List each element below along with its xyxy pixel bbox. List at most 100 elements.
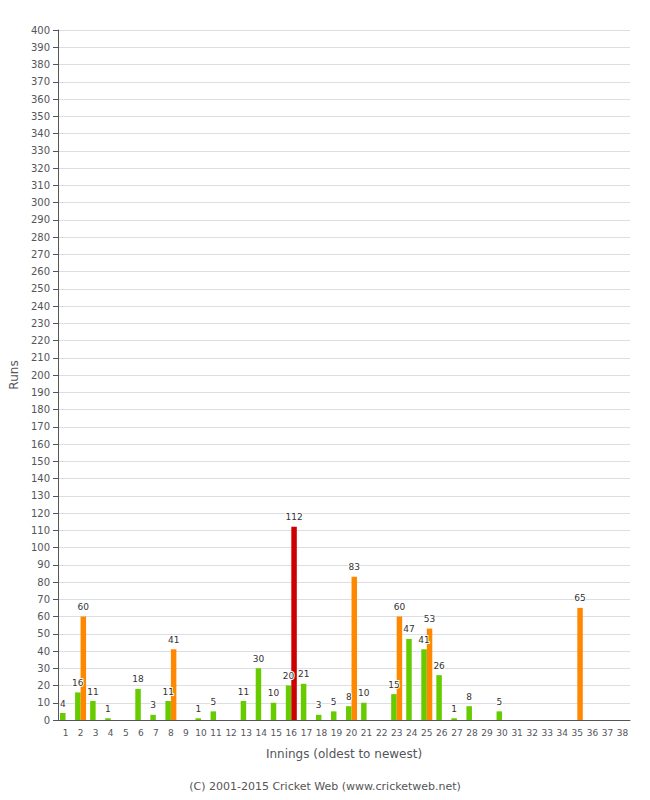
svg-text:350: 350 [31,111,50,122]
svg-text:10: 10 [37,697,50,708]
svg-text:36: 36 [587,728,599,738]
svg-text:(C) 2001-2015 Cricket Web (www: (C) 2001-2015 Cricket Web (www.cricketwe… [189,780,461,793]
svg-text:10: 10 [268,688,280,698]
svg-text:18: 18 [316,728,328,738]
svg-text:30: 30 [253,654,265,664]
svg-text:14: 14 [255,728,267,738]
svg-text:25: 25 [421,728,432,738]
svg-text:12: 12 [225,728,236,738]
svg-text:290: 290 [31,214,50,225]
svg-text:240: 240 [31,301,50,312]
svg-text:15: 15 [388,680,399,690]
svg-text:35: 35 [572,728,583,738]
svg-text:300: 300 [31,197,50,208]
svg-text:320: 320 [31,163,50,174]
svg-text:Innings (oldest to newest): Innings (oldest to newest) [266,747,422,761]
svg-text:260: 260 [31,266,50,277]
svg-text:40: 40 [37,646,50,657]
svg-text:5: 5 [210,697,216,707]
svg-text:26: 26 [433,661,445,671]
svg-text:390: 390 [31,42,50,53]
svg-text:83: 83 [349,562,360,572]
svg-text:37: 37 [602,728,613,738]
svg-text:0: 0 [44,715,50,726]
svg-text:180: 180 [31,404,50,415]
svg-text:22: 22 [376,728,387,738]
svg-text:29: 29 [481,728,493,738]
svg-text:380: 380 [31,59,50,70]
svg-text:112: 112 [285,512,302,522]
svg-text:11: 11 [87,687,98,697]
svg-text:8: 8 [466,692,472,702]
svg-text:120: 120 [31,508,50,519]
svg-text:19: 19 [331,728,343,738]
svg-text:150: 150 [31,456,50,467]
svg-text:160: 160 [31,439,50,450]
svg-text:4: 4 [60,699,66,709]
svg-text:200: 200 [31,370,50,381]
svg-text:26: 26 [436,728,448,738]
svg-text:230: 230 [31,318,50,329]
svg-text:23: 23 [391,728,402,738]
svg-text:38: 38 [617,728,629,738]
svg-text:11: 11 [238,687,249,697]
svg-text:5: 5 [496,697,502,707]
svg-text:11: 11 [162,687,173,697]
svg-text:3: 3 [316,700,322,710]
svg-text:170: 170 [31,421,50,432]
svg-text:270: 270 [31,249,50,260]
svg-text:100: 100 [31,542,50,553]
svg-text:360: 360 [31,94,50,105]
svg-text:33: 33 [541,728,552,738]
svg-text:15: 15 [271,728,282,738]
svg-text:17: 17 [301,728,312,738]
svg-text:20: 20 [37,680,50,691]
svg-text:8: 8 [346,692,352,702]
svg-text:2: 2 [78,728,84,738]
svg-text:30: 30 [496,728,508,738]
svg-text:190: 190 [31,387,50,398]
svg-text:210: 210 [31,352,50,363]
svg-text:7: 7 [153,728,159,738]
svg-text:34: 34 [557,728,569,738]
svg-text:8: 8 [168,728,174,738]
svg-text:6: 6 [138,728,144,738]
svg-text:65: 65 [574,593,585,603]
svg-text:3: 3 [150,700,156,710]
svg-text:310: 310 [31,180,50,191]
svg-text:20: 20 [283,671,295,681]
svg-text:110: 110 [31,525,50,536]
svg-text:340: 340 [31,128,50,139]
svg-text:5: 5 [123,728,129,738]
svg-text:Runs: Runs [7,360,21,389]
svg-text:1: 1 [63,728,69,738]
svg-text:28: 28 [466,728,478,738]
svg-text:400: 400 [31,25,50,36]
svg-text:250: 250 [31,283,50,294]
svg-text:80: 80 [37,577,50,588]
svg-text:53: 53 [424,614,435,624]
svg-text:280: 280 [31,232,50,243]
svg-text:32: 32 [526,728,537,738]
svg-text:11: 11 [210,728,221,738]
svg-text:5: 5 [331,697,337,707]
svg-text:220: 220 [31,335,50,346]
svg-text:9: 9 [183,728,189,738]
svg-text:130: 130 [31,490,50,501]
svg-text:27: 27 [451,728,462,738]
svg-text:21: 21 [298,669,309,679]
svg-text:41: 41 [418,635,429,645]
svg-text:13: 13 [240,728,251,738]
svg-text:16: 16 [286,728,298,738]
svg-text:20: 20 [346,728,358,738]
svg-text:370: 370 [31,76,50,87]
svg-text:90: 90 [37,559,50,570]
svg-text:1: 1 [105,704,111,714]
svg-text:21: 21 [361,728,372,738]
svg-text:330: 330 [31,145,50,156]
svg-text:16: 16 [72,678,84,688]
svg-text:41: 41 [168,635,179,645]
svg-text:4: 4 [108,728,114,738]
svg-text:60: 60 [78,602,90,612]
svg-text:47: 47 [403,624,414,634]
